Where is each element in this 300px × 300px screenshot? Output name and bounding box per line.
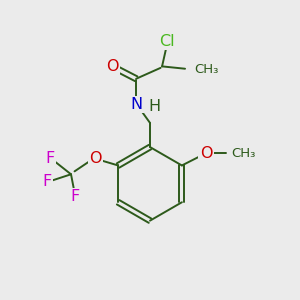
Text: F: F [46,151,55,166]
Text: O: O [106,59,118,74]
Text: N: N [131,97,143,112]
Text: O: O [89,151,101,166]
Text: Cl: Cl [159,34,174,49]
Text: H: H [148,99,160,114]
Text: F: F [70,189,79,204]
Text: CH₃: CH₃ [194,63,218,76]
Text: CH₃: CH₃ [232,147,256,160]
Text: O: O [200,146,212,160]
Text: F: F [42,174,52,189]
